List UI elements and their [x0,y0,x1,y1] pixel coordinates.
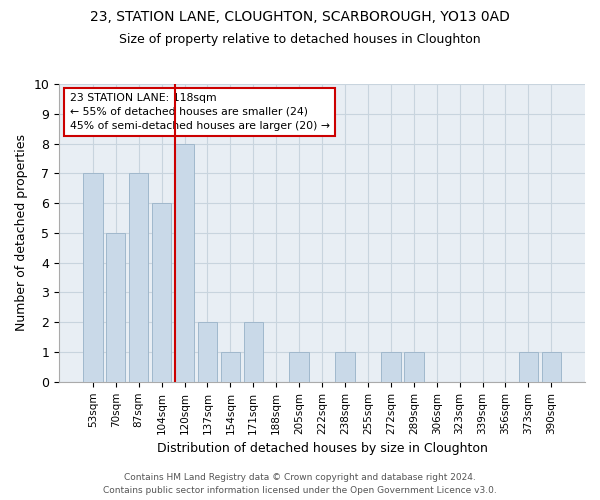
Bar [289,352,309,382]
Bar [404,352,424,382]
Y-axis label: Number of detached properties: Number of detached properties [15,134,28,332]
Bar [106,233,125,382]
Bar [175,144,194,382]
X-axis label: Distribution of detached houses by size in Cloughton: Distribution of detached houses by size … [157,442,488,455]
Bar [152,203,172,382]
Bar [129,174,148,382]
Bar [244,322,263,382]
Bar [335,352,355,382]
Bar [83,174,103,382]
Bar [197,322,217,382]
Text: Contains HM Land Registry data © Crown copyright and database right 2024.
Contai: Contains HM Land Registry data © Crown c… [103,474,497,495]
Bar [542,352,561,382]
Bar [221,352,240,382]
Text: 23, STATION LANE, CLOUGHTON, SCARBOROUGH, YO13 0AD: 23, STATION LANE, CLOUGHTON, SCARBOROUGH… [90,10,510,24]
Text: Size of property relative to detached houses in Cloughton: Size of property relative to detached ho… [119,32,481,46]
Bar [381,352,401,382]
Bar [518,352,538,382]
Text: 23 STATION LANE: 118sqm
← 55% of detached houses are smaller (24)
45% of semi-de: 23 STATION LANE: 118sqm ← 55% of detache… [70,93,329,131]
